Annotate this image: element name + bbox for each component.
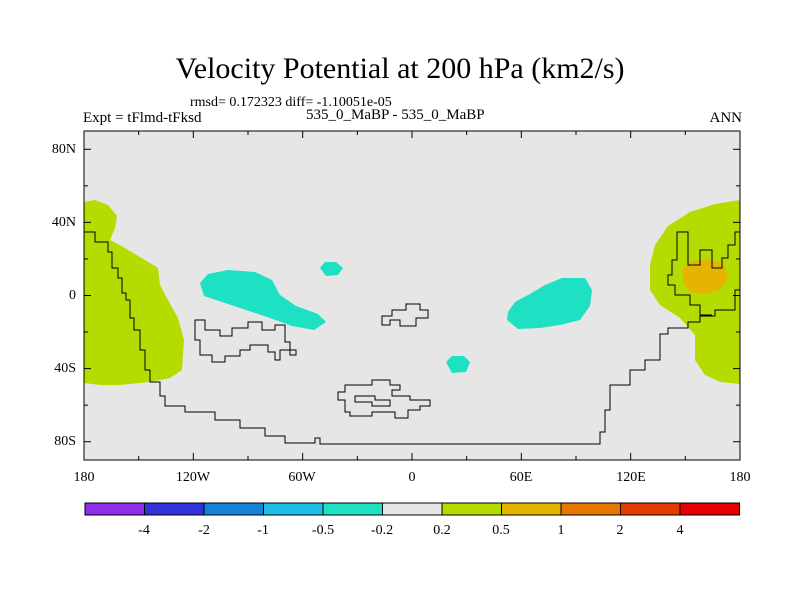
colorbar-label: 1 xyxy=(558,523,565,538)
region-atlantic-negative xyxy=(200,270,326,330)
colorbar-label: 4 xyxy=(677,523,684,538)
shaded-regions xyxy=(84,200,740,385)
coastline-americas xyxy=(84,231,740,445)
stats-label: rmsd= 0.172323 diff= -1.10051e-05 xyxy=(190,95,392,110)
page-title: Velocity Potential at 200 hPa (km2/s) xyxy=(175,52,625,85)
colorbar-swatch xyxy=(84,502,145,516)
colorbar-swatch xyxy=(679,502,740,516)
coastline-south-america xyxy=(194,319,297,363)
experiment-label: Expt = tFlmd-tFksd xyxy=(83,110,202,126)
coastline-europe-arctic xyxy=(667,231,740,316)
coastlines xyxy=(84,231,740,445)
lat-label-80s: 80S xyxy=(54,434,76,449)
lon-label-60w: 60W xyxy=(288,470,316,485)
colorbar-swatch xyxy=(203,502,264,516)
lon-label-120e: 120E xyxy=(616,470,646,485)
lat-label-eq: 0 xyxy=(69,288,76,303)
colorbar-swatch xyxy=(501,502,562,516)
colorbar-swatch xyxy=(263,502,324,516)
colorbar-swatch xyxy=(144,502,205,516)
colorbar-label: -4 xyxy=(138,523,150,538)
coastline-antarctic-island xyxy=(337,379,431,419)
colorbar-label: -1 xyxy=(257,523,269,538)
lat-label-40s: 40S xyxy=(54,361,76,376)
map-background xyxy=(84,131,740,460)
lat-label-80n: 80N xyxy=(52,142,76,157)
colorbar-swatch xyxy=(441,502,502,516)
colorbar-label: 2 xyxy=(617,523,624,538)
season-label: ANN xyxy=(709,110,743,126)
lon-label-180e: 180 xyxy=(730,470,751,485)
colorbar-label: 0.5 xyxy=(492,523,510,538)
coastline-small-island xyxy=(381,303,429,327)
region-west-pacific-positive xyxy=(84,200,184,385)
colorbar-swatch xyxy=(322,502,383,516)
lon-label-0: 0 xyxy=(409,470,416,485)
lat-labels: 80N 40N 0 40S 80S xyxy=(52,142,76,449)
colorbar-label: -0.5 xyxy=(312,523,334,538)
lon-labels: 180 120W 60W 0 60E 120E 180 xyxy=(74,470,751,485)
region-small-negative-south xyxy=(446,356,470,373)
region-africa-negative xyxy=(507,278,592,329)
colorbar-swatch xyxy=(382,502,443,516)
lon-label-120w: 120W xyxy=(176,470,211,485)
region-small-negative-north xyxy=(320,262,343,276)
case-label: 535_0_MaBP - 535_0_MaBP xyxy=(306,107,485,123)
lat-label-40n: 40N xyxy=(52,215,76,230)
colorbar-labels: -4 -2 -1 -0.5 -0.2 0.2 0.5 1 2 4 xyxy=(138,523,683,538)
colorbar-label: 0.2 xyxy=(433,523,451,538)
colorbar xyxy=(84,502,740,516)
lon-label-60e: 60E xyxy=(510,470,533,485)
colorbar-swatch xyxy=(620,502,681,516)
axis-ticks xyxy=(83,131,741,460)
colorbar-swatch xyxy=(560,502,621,516)
lon-label-180w: 180 xyxy=(74,470,95,485)
colorbar-label: -0.2 xyxy=(371,523,393,538)
colorbar-label: -2 xyxy=(198,523,210,538)
